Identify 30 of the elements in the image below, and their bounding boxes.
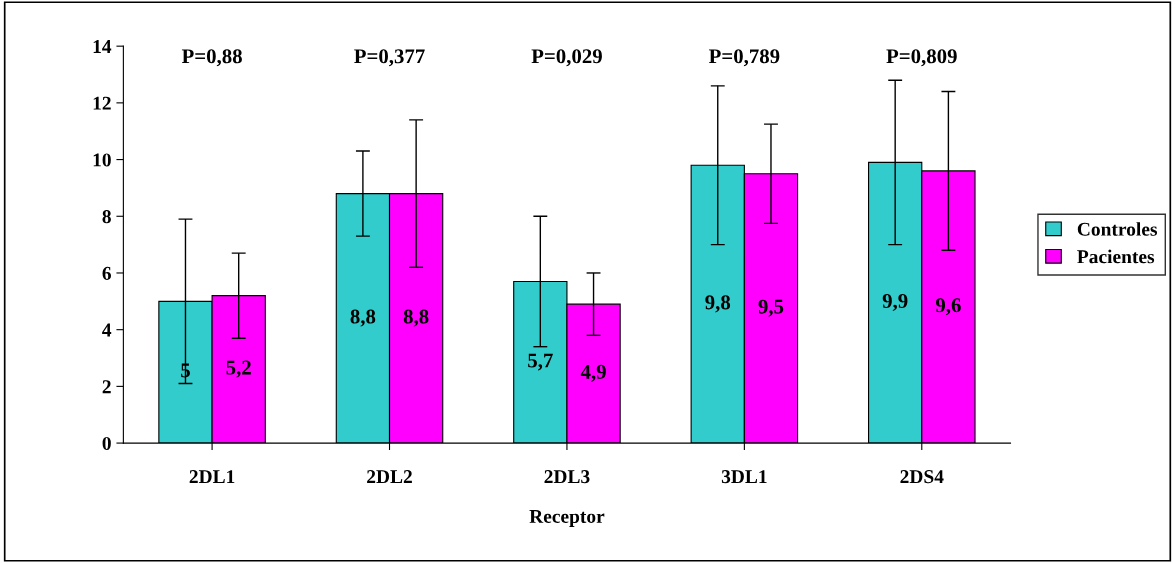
y-tick-label: 0 [102, 436, 111, 451]
annotation: P=0,377 [354, 49, 425, 67]
annotation: P=0,789 [708, 49, 780, 67]
legend-label: Pacientes [1077, 249, 1155, 264]
x-tick-label: 2DL2 [367, 470, 412, 483]
data-label: 9,8 [705, 295, 731, 313]
annotation: P=0,809 [886, 49, 957, 67]
y-tick-label: 4 [102, 323, 112, 337]
y-tick-label: 8 [102, 210, 111, 224]
data-label: 9,5 [758, 299, 784, 317]
data-label: 9,9 [882, 293, 908, 311]
x-tick-label: 2DS4 [900, 470, 944, 484]
y-tick-label: 10 [93, 153, 111, 167]
data-label: 5,7 [528, 353, 553, 371]
x-axis-title: Receptor [529, 510, 605, 527]
x-tick-label: 3DL1 [721, 470, 767, 484]
y-tick-label: 2 [102, 380, 111, 394]
data-label: 4,9 [580, 364, 606, 382]
x-tick-label: 2DL3 [544, 470, 590, 484]
y-tick-label: 6 [102, 266, 111, 280]
data-label: 5,2 [226, 360, 251, 378]
legend-label: Controles [1077, 222, 1158, 236]
data-label: 8,8 [403, 309, 429, 327]
data-label: 9,6 [935, 298, 961, 316]
y-tick-label: 14 [93, 40, 112, 53]
annotation: P=0,029 [531, 49, 602, 67]
x-tick-label: 2DL1 [189, 470, 235, 483]
y-tick-label: 12 [93, 96, 111, 110]
annotation: P=0,88 [181, 49, 242, 67]
data-label: 8,8 [350, 309, 376, 327]
